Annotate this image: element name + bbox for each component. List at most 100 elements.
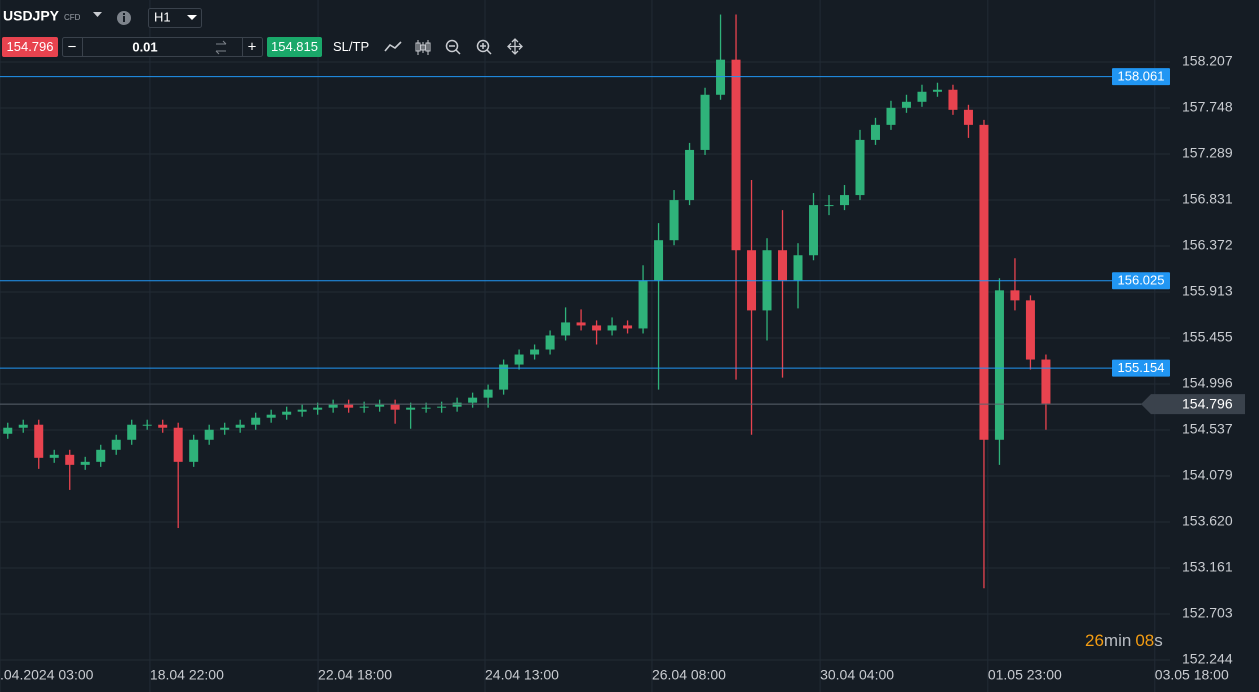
candle-body (173, 427, 183, 462)
price-line-label: 158.061 (1118, 69, 1165, 84)
symbol[interactable]: USDJPY (3, 8, 60, 24)
candle-body (545, 335, 555, 350)
y-tick-label: 157.748 (1182, 99, 1233, 115)
x-tick-label: 30.04 04:00 (820, 667, 894, 683)
y-tick-label: 156.372 (1182, 237, 1233, 253)
y-tick-label: 156.831 (1182, 191, 1233, 207)
pan-icon[interactable] (507, 38, 523, 55)
candle-body (592, 325, 602, 331)
candle-body (127, 424, 137, 440)
candle-body (452, 402, 462, 407)
candle-body (96, 449, 106, 462)
zoom-out-glyph (449, 45, 461, 55)
symbol-dropdown[interactable] (93, 12, 102, 17)
candle-body (328, 404, 338, 408)
swap-icon[interactable] (215, 40, 227, 55)
countdown-minutes: 26 (1085, 631, 1104, 650)
timeframe: H1 (154, 9, 171, 24)
candle-body (917, 91, 927, 102)
countdown: 26min 08s (1085, 631, 1163, 650)
x-tick-label: .04.2024 03:00 (0, 667, 94, 683)
candle-body (65, 454, 75, 465)
candle-body (839, 195, 849, 206)
y-tick-label: 154.996 (1182, 375, 1233, 391)
sltp-button[interactable]: SL/TP (333, 39, 369, 54)
candle-body (530, 349, 540, 355)
current-price-label: 154.796 (1182, 395, 1233, 411)
x-tick-label: 18.04 22:00 (150, 667, 224, 683)
chart-type-icon[interactable] (415, 40, 431, 55)
countdown-seconds: 08 (1135, 631, 1154, 650)
info-glyph (123, 13, 125, 15)
toolbar: USDJPY CFD H1 154.796 − 0.01 + 154.815 S… (2, 8, 523, 57)
candle-body (855, 139, 865, 196)
volume-minus[interactable]: − (68, 38, 77, 55)
price-line-label-box (1112, 272, 1170, 290)
candle-body (778, 250, 788, 281)
price-line-label: 156.025 (1118, 273, 1165, 288)
y-tick-label: 152.244 (1182, 651, 1233, 667)
zoom-out-icon[interactable] (445, 39, 459, 53)
y-tick-label: 153.620 (1182, 513, 1233, 529)
candle-body (901, 101, 911, 108)
candle-body (34, 424, 44, 458)
y-tick-label: 157.289 (1182, 145, 1233, 161)
candle-body (468, 397, 478, 403)
candle-body (623, 325, 633, 329)
candle-body (870, 124, 880, 140)
candle-body (437, 406, 447, 408)
candle-body (638, 280, 648, 329)
candle-body (158, 424, 168, 428)
candle-body (669, 200, 679, 241)
x-tick-label: 01.05 23:00 (988, 667, 1062, 683)
countdown-seconds-unit: s (1154, 631, 1163, 650)
candle-body (297, 409, 307, 412)
price-line-label: 155.154 (1118, 360, 1165, 375)
volume-plus[interactable]: + (248, 38, 257, 55)
y-tick-label: 154.079 (1182, 467, 1233, 483)
buy-price: 154.815 (271, 39, 318, 54)
x-tick-label: 22.04 18:00 (318, 667, 392, 683)
candle-body (1041, 359, 1051, 404)
candle-body (406, 407, 416, 410)
candle-body (390, 404, 400, 410)
candle-body (948, 89, 958, 110)
candle-body (685, 149, 695, 201)
candle-body (809, 205, 819, 256)
price-line-label-box (1112, 359, 1170, 377)
candle-body (483, 389, 493, 398)
timeframe-select[interactable] (148, 8, 202, 28)
candle-body (576, 322, 586, 326)
zoom-in-icon[interactable] (476, 39, 490, 53)
candle-body (654, 240, 664, 281)
candle-body (979, 124, 989, 440)
sell-button[interactable] (2, 37, 58, 57)
candle-body (282, 411, 292, 415)
candle-body (235, 424, 245, 428)
current-price-label-box (1141, 394, 1245, 415)
candle-body (3, 427, 13, 434)
buy-button[interactable] (267, 37, 322, 57)
candle-body (994, 290, 1004, 440)
candle-body (824, 205, 834, 207)
candle-body (80, 461, 90, 465)
candle-body (1010, 290, 1020, 301)
candle-body (514, 354, 524, 365)
info-glyph (123, 16, 125, 22)
x-tick-label: 26.04 08:00 (652, 667, 726, 683)
volume[interactable]: 0.01 (132, 39, 157, 54)
candle-body (499, 364, 509, 390)
candle-body (142, 424, 152, 426)
sell-price: 154.796 (7, 39, 54, 54)
candle-body (700, 94, 710, 150)
candle-body (313, 407, 323, 410)
countdown-minutes-unit: min (1104, 631, 1131, 650)
candle-body (716, 59, 726, 95)
line-tool-icon[interactable] (384, 41, 402, 52)
candle-body (251, 417, 261, 425)
candle-body (731, 59, 741, 251)
